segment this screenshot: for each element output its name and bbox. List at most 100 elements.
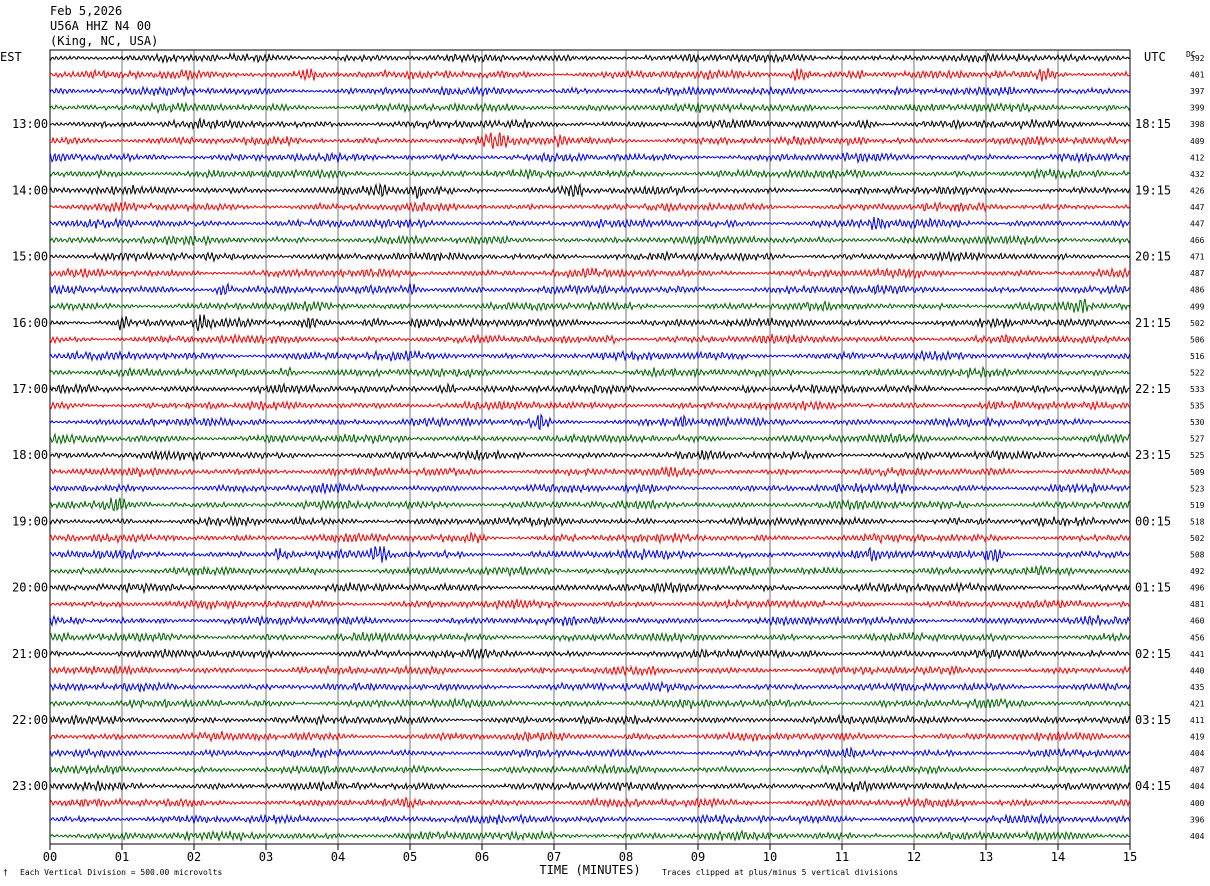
utc-hour-label: 22:15 (1135, 382, 1171, 396)
seismic-trace-36 (49, 648, 1131, 660)
dc-offset-label: 481 (1190, 600, 1205, 609)
dc-offset-label: 516 (1190, 352, 1205, 361)
x-tick-label: 12 (907, 850, 921, 864)
seismic-trace-11 (49, 234, 1131, 247)
seismic-trace-3 (49, 101, 1131, 114)
utc-hour-label: 03:15 (1135, 713, 1171, 727)
seismic-trace-34 (49, 614, 1131, 628)
dc-offset-label: 519 (1190, 501, 1205, 510)
left-timezone-label: EST (0, 50, 22, 64)
clipping-note: Traces clipped at plus/minus 5 vertical … (662, 868, 899, 877)
utc-hour-label: 00:15 (1135, 514, 1171, 528)
utc-hour-label: 20:15 (1135, 250, 1171, 264)
est-hour-label: 18:00 (12, 448, 48, 462)
seismic-trace-13 (49, 266, 1131, 280)
dc-offset-label: 499 (1190, 302, 1205, 311)
dc-offset-label: 460 (1190, 617, 1205, 626)
x-tick-label: 05 (403, 850, 417, 864)
est-hour-label: 22:00 (12, 713, 48, 727)
seismic-trace-18 (49, 349, 1131, 363)
dc-offset-label: 492 (1190, 567, 1205, 576)
seismic-trace-33 (49, 598, 1131, 611)
x-tick-label: 00 (43, 850, 57, 864)
utc-hour-label: 02:15 (1135, 647, 1171, 661)
dc-offset-label: 397 (1190, 87, 1205, 96)
dc-offset-label: 525 (1190, 451, 1205, 460)
seismic-trace-28 (49, 515, 1131, 529)
dc-offset-label: 502 (1190, 534, 1205, 543)
x-tick-label: 13 (979, 850, 993, 864)
dc-offset-label: 487 (1190, 269, 1205, 278)
dc-offset-label: 401 (1190, 71, 1205, 80)
dc-offset-label: 502 (1190, 319, 1205, 328)
plot-frame (49, 49, 1131, 845)
seismic-trace-15 (49, 298, 1131, 313)
dc-offset-label: 518 (1190, 517, 1205, 526)
dc-offset-label: 440 (1190, 666, 1205, 675)
est-hour-label: 17:00 (12, 382, 48, 396)
utc-hour-label: 23:15 (1135, 448, 1171, 462)
seismic-trace-41 (49, 730, 1131, 743)
seismic-trace-45 (49, 796, 1131, 810)
seismic-trace-10 (49, 216, 1131, 230)
division-note: Each Vertical Division = 500.00 microvol… (20, 868, 223, 877)
dc-offset-label: 426 (1190, 186, 1205, 195)
dc-offset-label: 399 (1190, 104, 1205, 113)
header-location: (King, NC, USA) (50, 34, 159, 48)
x-tick-label: 01 (115, 850, 129, 864)
x-tick-label: 06 (475, 850, 489, 864)
dc-offset-label: 530 (1190, 418, 1205, 427)
dc-offset-label: 508 (1190, 551, 1205, 560)
est-hour-label: 21:00 (12, 647, 48, 661)
seismic-trace-2 (49, 85, 1131, 98)
seismic-trace-30 (49, 546, 1131, 563)
seismic-trace-37 (49, 664, 1131, 677)
x-tick-label: 14 (1051, 850, 1065, 864)
dc-offset-label: 523 (1190, 484, 1205, 493)
right-timezone-label: UTC (1144, 50, 1166, 64)
utc-hour-label: 18:15 (1135, 117, 1171, 131)
utc-hour-label: 01:15 (1135, 581, 1171, 595)
x-tick-label: 09 (691, 850, 705, 864)
dc-offset-label: 421 (1190, 699, 1205, 708)
est-hour-label: 14:00 (12, 183, 48, 197)
seismic-trace-5 (49, 132, 1131, 150)
seismic-trace-24 (49, 449, 1131, 462)
dc-offset-label: 392 (1190, 54, 1205, 63)
x-tick-label: 08 (619, 850, 633, 864)
dc-offset-label: 509 (1190, 468, 1205, 477)
dc-offset-label: 447 (1190, 220, 1205, 229)
seismic-trace-42 (49, 746, 1131, 760)
est-hour-label: 23:00 (12, 779, 48, 793)
dc-offset-label: 535 (1190, 402, 1205, 411)
dc-offset-label: 466 (1190, 236, 1205, 245)
seismic-trace-27 (49, 497, 1131, 512)
x-tick-label: 02 (187, 850, 201, 864)
seismic-trace-38 (49, 680, 1131, 694)
dc-offset-label: 404 (1190, 749, 1205, 758)
est-hour-label: 13:00 (12, 117, 48, 131)
seismic-trace-29 (49, 531, 1131, 545)
dc-offset-label: 398 (1190, 120, 1205, 129)
seismic-trace-14 (49, 282, 1131, 296)
dc-offset-label: 447 (1190, 203, 1205, 212)
seismic-trace-17 (49, 333, 1131, 346)
dc-offset-label: 407 (1190, 766, 1205, 775)
seismic-trace-22 (49, 413, 1131, 431)
dc-offset-label: 435 (1190, 683, 1205, 692)
dc-offset-label: 533 (1190, 385, 1205, 394)
dc-offset-label: 404 (1190, 832, 1205, 841)
seismic-trace-43 (49, 762, 1131, 776)
seismic-trace-44 (49, 779, 1131, 794)
header-station: U56A HHZ N4 00 (50, 19, 152, 33)
seismic-trace-8 (49, 182, 1131, 199)
seismic-trace-1 (49, 67, 1131, 82)
seismic-trace-6 (49, 151, 1131, 165)
seismic-trace-21 (49, 399, 1131, 412)
seismic-trace-20 (49, 382, 1131, 396)
seismic-trace-4 (49, 116, 1131, 131)
dc-header-label: DC (1186, 50, 1196, 59)
dc-offset-label: 396 (1190, 815, 1205, 824)
dc-offset-label: 419 (1190, 733, 1205, 742)
